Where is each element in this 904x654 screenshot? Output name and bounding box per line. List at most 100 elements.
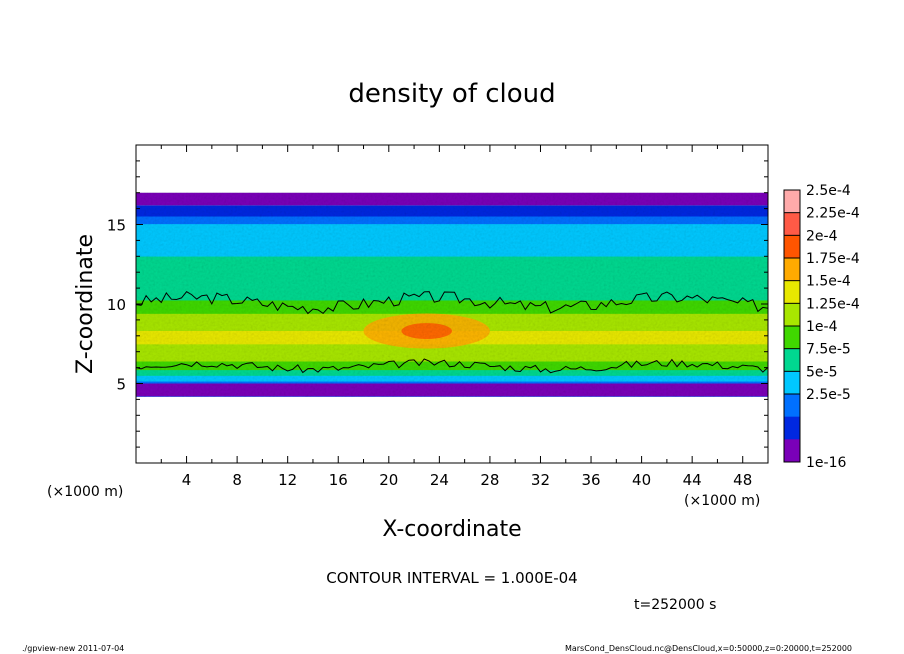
density-band: [136, 214, 768, 217]
density-band: [136, 310, 768, 312]
x-tick-label: 8: [232, 471, 242, 489]
density-band: [136, 267, 768, 269]
density-band: [136, 209, 768, 211]
y-tick-label: 15: [107, 217, 126, 235]
colorbar-cell: [784, 439, 800, 463]
colorbar-cell: [784, 280, 800, 304]
density-band: [136, 270, 768, 272]
density-band: [136, 248, 768, 250]
density-band: [136, 303, 768, 306]
density-band: [136, 354, 768, 356]
density-band: [136, 299, 768, 302]
x-unit-note-left: (×1000 m): [47, 484, 123, 500]
density-band: [136, 242, 768, 245]
x-tick-label: 12: [278, 471, 297, 489]
density-band: [136, 244, 768, 247]
density-band: [136, 292, 768, 294]
density-band: [136, 221, 768, 224]
density-band: [136, 257, 768, 260]
density-band: [136, 370, 768, 373]
density-band: [136, 227, 768, 229]
contour-lines: [136, 291, 768, 374]
density-band: [136, 252, 768, 254]
density-band: [136, 218, 768, 221]
density-band: [136, 275, 768, 277]
density-band: [136, 305, 768, 308]
density-band: [136, 255, 768, 258]
cloud-top-edge: [136, 192, 768, 206]
density-band: [136, 269, 768, 271]
density-band: [136, 205, 768, 207]
x-axis-label: X-coordinate: [382, 517, 521, 542]
density-band: [136, 213, 768, 215]
density-band: [136, 367, 768, 370]
density-band: [136, 260, 768, 263]
density-band: [136, 273, 768, 275]
density-band: [136, 313, 768, 315]
density-band: [136, 208, 768, 210]
density-band: [136, 358, 768, 360]
density-band: [136, 236, 768, 239]
density-band: [136, 289, 768, 291]
density-band: [136, 264, 768, 267]
x-tick-label: 20: [379, 471, 398, 489]
density-band: [136, 282, 768, 285]
colorbar-label: 2.5e-5: [806, 387, 851, 403]
density-band: [136, 237, 768, 240]
density-band: [136, 258, 768, 261]
density-band: [136, 245, 768, 248]
density-band: [136, 276, 768, 278]
density-band: [136, 359, 768, 361]
x-tick-label: 48: [733, 471, 752, 489]
density-band: [136, 297, 768, 300]
x-tick-label: 36: [581, 471, 600, 489]
colorbar-label: 1.75e-4: [806, 251, 860, 267]
density-band: [136, 272, 768, 274]
density-band: [136, 295, 768, 297]
colorbar-cell: [784, 416, 800, 440]
density-band: [136, 225, 768, 228]
footer-left: ./gpview-new 2011-07-04: [22, 644, 124, 653]
colorbar-cell: [784, 394, 800, 418]
density-band: [136, 231, 768, 233]
colorbar-cell: [784, 348, 800, 372]
density-band: [136, 240, 768, 243]
colorbar-label: 7.5e-5: [806, 342, 851, 358]
density-band: [136, 300, 768, 303]
colorbar-cell: [784, 371, 800, 395]
density-band: [136, 307, 768, 310]
density-band: [136, 360, 768, 363]
density-band: [136, 247, 768, 249]
density-band: [136, 233, 768, 235]
colorbar: 2.5e-4 2.25e-4 2e-4 1.75e-4 1.5e-4 1.25e-4 1e-…: [783, 183, 860, 471]
density-band: [136, 280, 768, 283]
density-band: [136, 373, 768, 375]
density-band: [136, 219, 768, 222]
contour-line-lower: [136, 358, 768, 374]
density-band: [136, 374, 768, 376]
density-band: [136, 361, 768, 364]
density-band: [136, 214, 768, 216]
density-band: [136, 296, 768, 298]
y-axis-ticks: 5 10 15: [107, 160, 768, 448]
colorbar-cell: [784, 190, 800, 214]
density-band: [136, 314, 768, 316]
density-field: [136, 192, 768, 397]
x-tick-label: 32: [531, 471, 550, 489]
density-band: [136, 259, 768, 262]
density-band: [136, 359, 768, 362]
density-band: [136, 265, 768, 268]
x-tick-label: 40: [632, 471, 651, 489]
density-band: [136, 251, 768, 253]
x-tick-label: 24: [430, 471, 449, 489]
density-band: [136, 234, 768, 237]
colorbar-label: 2e-4: [806, 228, 838, 244]
density-band: [136, 222, 768, 225]
density-band: [136, 372, 768, 374]
density-band: [136, 256, 768, 259]
density-band: [136, 377, 768, 379]
density-band: [136, 350, 768, 352]
density-band: [136, 286, 768, 289]
